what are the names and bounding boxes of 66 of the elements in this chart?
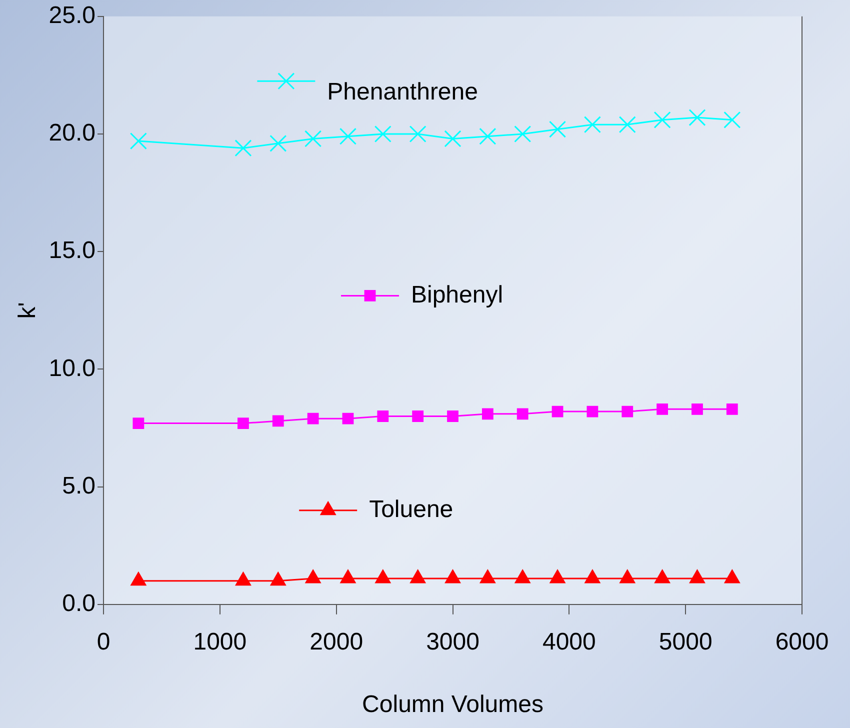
- point: [618, 116, 636, 134]
- point: [620, 570, 636, 584]
- x-tick-label: 6000: [775, 628, 829, 656]
- y-axis-title: k': [14, 302, 42, 319]
- point: [132, 418, 144, 429]
- point: [482, 408, 494, 420]
- legend-label: Biphenyl: [410, 281, 504, 308]
- y-tick-label: 0.0: [62, 590, 96, 618]
- y-tick-label: 5.0: [62, 472, 96, 500]
- y-tick-label: 20.0: [48, 120, 96, 147]
- point: [375, 570, 391, 584]
- point: [374, 125, 392, 143]
- point: [549, 120, 566, 138]
- point: [479, 128, 496, 145]
- point: [238, 418, 249, 429]
- point: [409, 125, 426, 143]
- point: [480, 570, 496, 584]
- x-axis-title: Column Volumes: [362, 691, 544, 718]
- y-tick-label: 25.0: [48, 2, 96, 30]
- point: [726, 403, 738, 415]
- point: [584, 570, 600, 584]
- x-tick-label: 4000: [542, 628, 596, 656]
- point: [552, 406, 564, 418]
- point: [584, 116, 601, 134]
- point: [724, 111, 741, 128]
- point: [447, 410, 458, 422]
- point: [654, 111, 671, 128]
- point: [654, 570, 670, 584]
- point: [412, 410, 424, 422]
- point: [688, 109, 706, 126]
- point: [272, 415, 284, 427]
- y-tick-label: 15.0: [48, 237, 96, 264]
- point: [234, 140, 252, 157]
- point: [130, 132, 147, 150]
- point: [130, 572, 146, 586]
- point: [690, 570, 705, 584]
- x-tick-label: 5000: [658, 628, 712, 656]
- point: [342, 412, 354, 424]
- point: [445, 570, 460, 584]
- y-tick-label: 10.0: [48, 354, 96, 382]
- point: [236, 572, 251, 586]
- point: [514, 125, 532, 143]
- point: [340, 570, 356, 584]
- legend-label: Phenanthrene: [327, 78, 478, 106]
- x-tick-label: 0: [96, 628, 110, 656]
- point: [305, 570, 321, 584]
- point: [270, 572, 286, 586]
- point: [444, 130, 462, 148]
- legend-label: Toluene: [369, 496, 454, 523]
- x-tick-label: 1000: [193, 628, 247, 656]
- point: [304, 130, 322, 148]
- point: [692, 403, 703, 415]
- point: [586, 406, 598, 418]
- point: [339, 128, 357, 145]
- point: [724, 570, 740, 584]
- point: [516, 408, 528, 420]
- x-tick-label: 2000: [310, 628, 364, 656]
- point: [270, 134, 287, 152]
- point: [622, 406, 634, 418]
- x-tick-label: 3000: [426, 628, 480, 656]
- point: [656, 403, 668, 415]
- point: [550, 570, 566, 584]
- point: [410, 570, 426, 584]
- point: [514, 570, 530, 584]
- point: [377, 410, 389, 422]
- point: [307, 412, 319, 424]
